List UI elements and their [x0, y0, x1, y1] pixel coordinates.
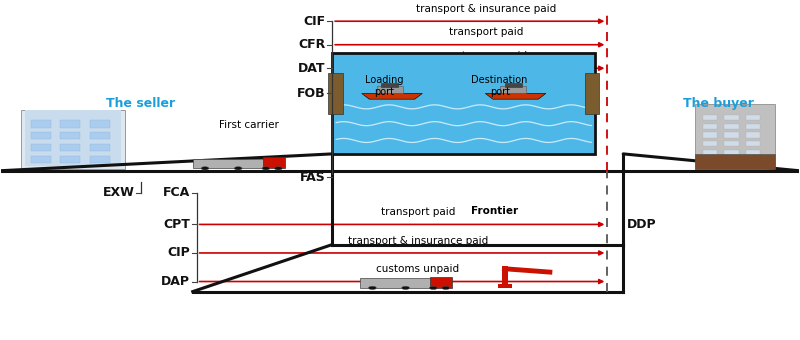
Text: The buyer: The buyer	[683, 97, 754, 110]
Bar	[328, 73, 342, 114]
Bar	[746, 158, 760, 164]
Circle shape	[262, 167, 270, 170]
Bar	[725, 124, 739, 129]
Bar	[695, 154, 774, 169]
Text: First carrier: First carrier	[218, 120, 278, 130]
Bar	[60, 144, 80, 151]
Bar	[725, 141, 739, 147]
Bar	[703, 158, 718, 164]
Circle shape	[369, 286, 376, 290]
Bar	[31, 132, 51, 139]
Bar	[332, 53, 595, 154]
Text: Destination
port: Destination port	[471, 75, 528, 97]
Text: The seller: The seller	[106, 97, 175, 110]
Bar	[60, 132, 80, 139]
Bar	[502, 267, 508, 288]
Bar	[703, 124, 718, 129]
Bar	[703, 141, 718, 147]
Polygon shape	[505, 83, 522, 87]
Text: customs unpaid: customs unpaid	[376, 264, 459, 274]
Text: customs unpaid: customs unpaid	[444, 51, 527, 61]
Bar	[585, 73, 599, 114]
Bar	[725, 132, 739, 138]
Bar	[746, 141, 760, 147]
Bar	[193, 159, 265, 168]
Bar	[746, 150, 760, 155]
Bar	[22, 110, 125, 169]
Text: CIF: CIF	[304, 15, 326, 28]
Text: transport & insurance paid: transport & insurance paid	[348, 236, 488, 245]
Bar	[26, 110, 121, 166]
Bar	[31, 144, 51, 151]
Bar	[725, 158, 739, 164]
Text: FAS: FAS	[300, 171, 326, 184]
Bar	[725, 150, 739, 155]
Text: CPT: CPT	[163, 218, 190, 231]
Bar	[31, 120, 51, 128]
Bar	[263, 157, 285, 168]
Bar	[695, 103, 774, 169]
Circle shape	[430, 286, 438, 290]
Text: transport paid: transport paid	[381, 207, 455, 217]
Bar	[31, 156, 51, 163]
Text: FCA: FCA	[163, 186, 190, 199]
Text: DAT: DAT	[298, 62, 326, 75]
Circle shape	[442, 286, 450, 290]
Bar	[90, 156, 110, 163]
Text: FOB: FOB	[298, 87, 326, 100]
Bar	[703, 150, 718, 155]
Bar	[746, 132, 760, 138]
Polygon shape	[362, 94, 422, 99]
Circle shape	[234, 167, 242, 170]
Bar	[430, 277, 452, 288]
Bar	[703, 115, 718, 120]
Text: EXW: EXW	[102, 186, 134, 199]
Polygon shape	[377, 86, 402, 94]
Text: DAP: DAP	[162, 275, 190, 288]
Bar	[498, 284, 512, 288]
Bar	[60, 156, 80, 163]
Bar	[90, 120, 110, 128]
Bar	[360, 278, 433, 288]
Bar	[703, 132, 718, 138]
Bar	[746, 124, 760, 129]
Bar	[725, 115, 739, 120]
Text: Loading
port: Loading port	[365, 75, 403, 97]
Text: DDP: DDP	[627, 218, 657, 231]
Text: CFR: CFR	[298, 38, 326, 51]
Text: Frontier: Frontier	[470, 206, 518, 216]
Polygon shape	[382, 83, 398, 87]
Bar	[746, 115, 760, 120]
Bar	[90, 132, 110, 139]
Circle shape	[201, 167, 209, 170]
Text: transport paid: transport paid	[449, 27, 523, 37]
Circle shape	[274, 167, 282, 170]
Text: CIP: CIP	[167, 246, 190, 259]
Circle shape	[402, 286, 410, 290]
Bar	[90, 144, 110, 151]
Polygon shape	[486, 94, 546, 99]
Bar	[60, 120, 80, 128]
Text: transport & insurance paid: transport & insurance paid	[415, 4, 556, 14]
Polygon shape	[501, 86, 526, 94]
